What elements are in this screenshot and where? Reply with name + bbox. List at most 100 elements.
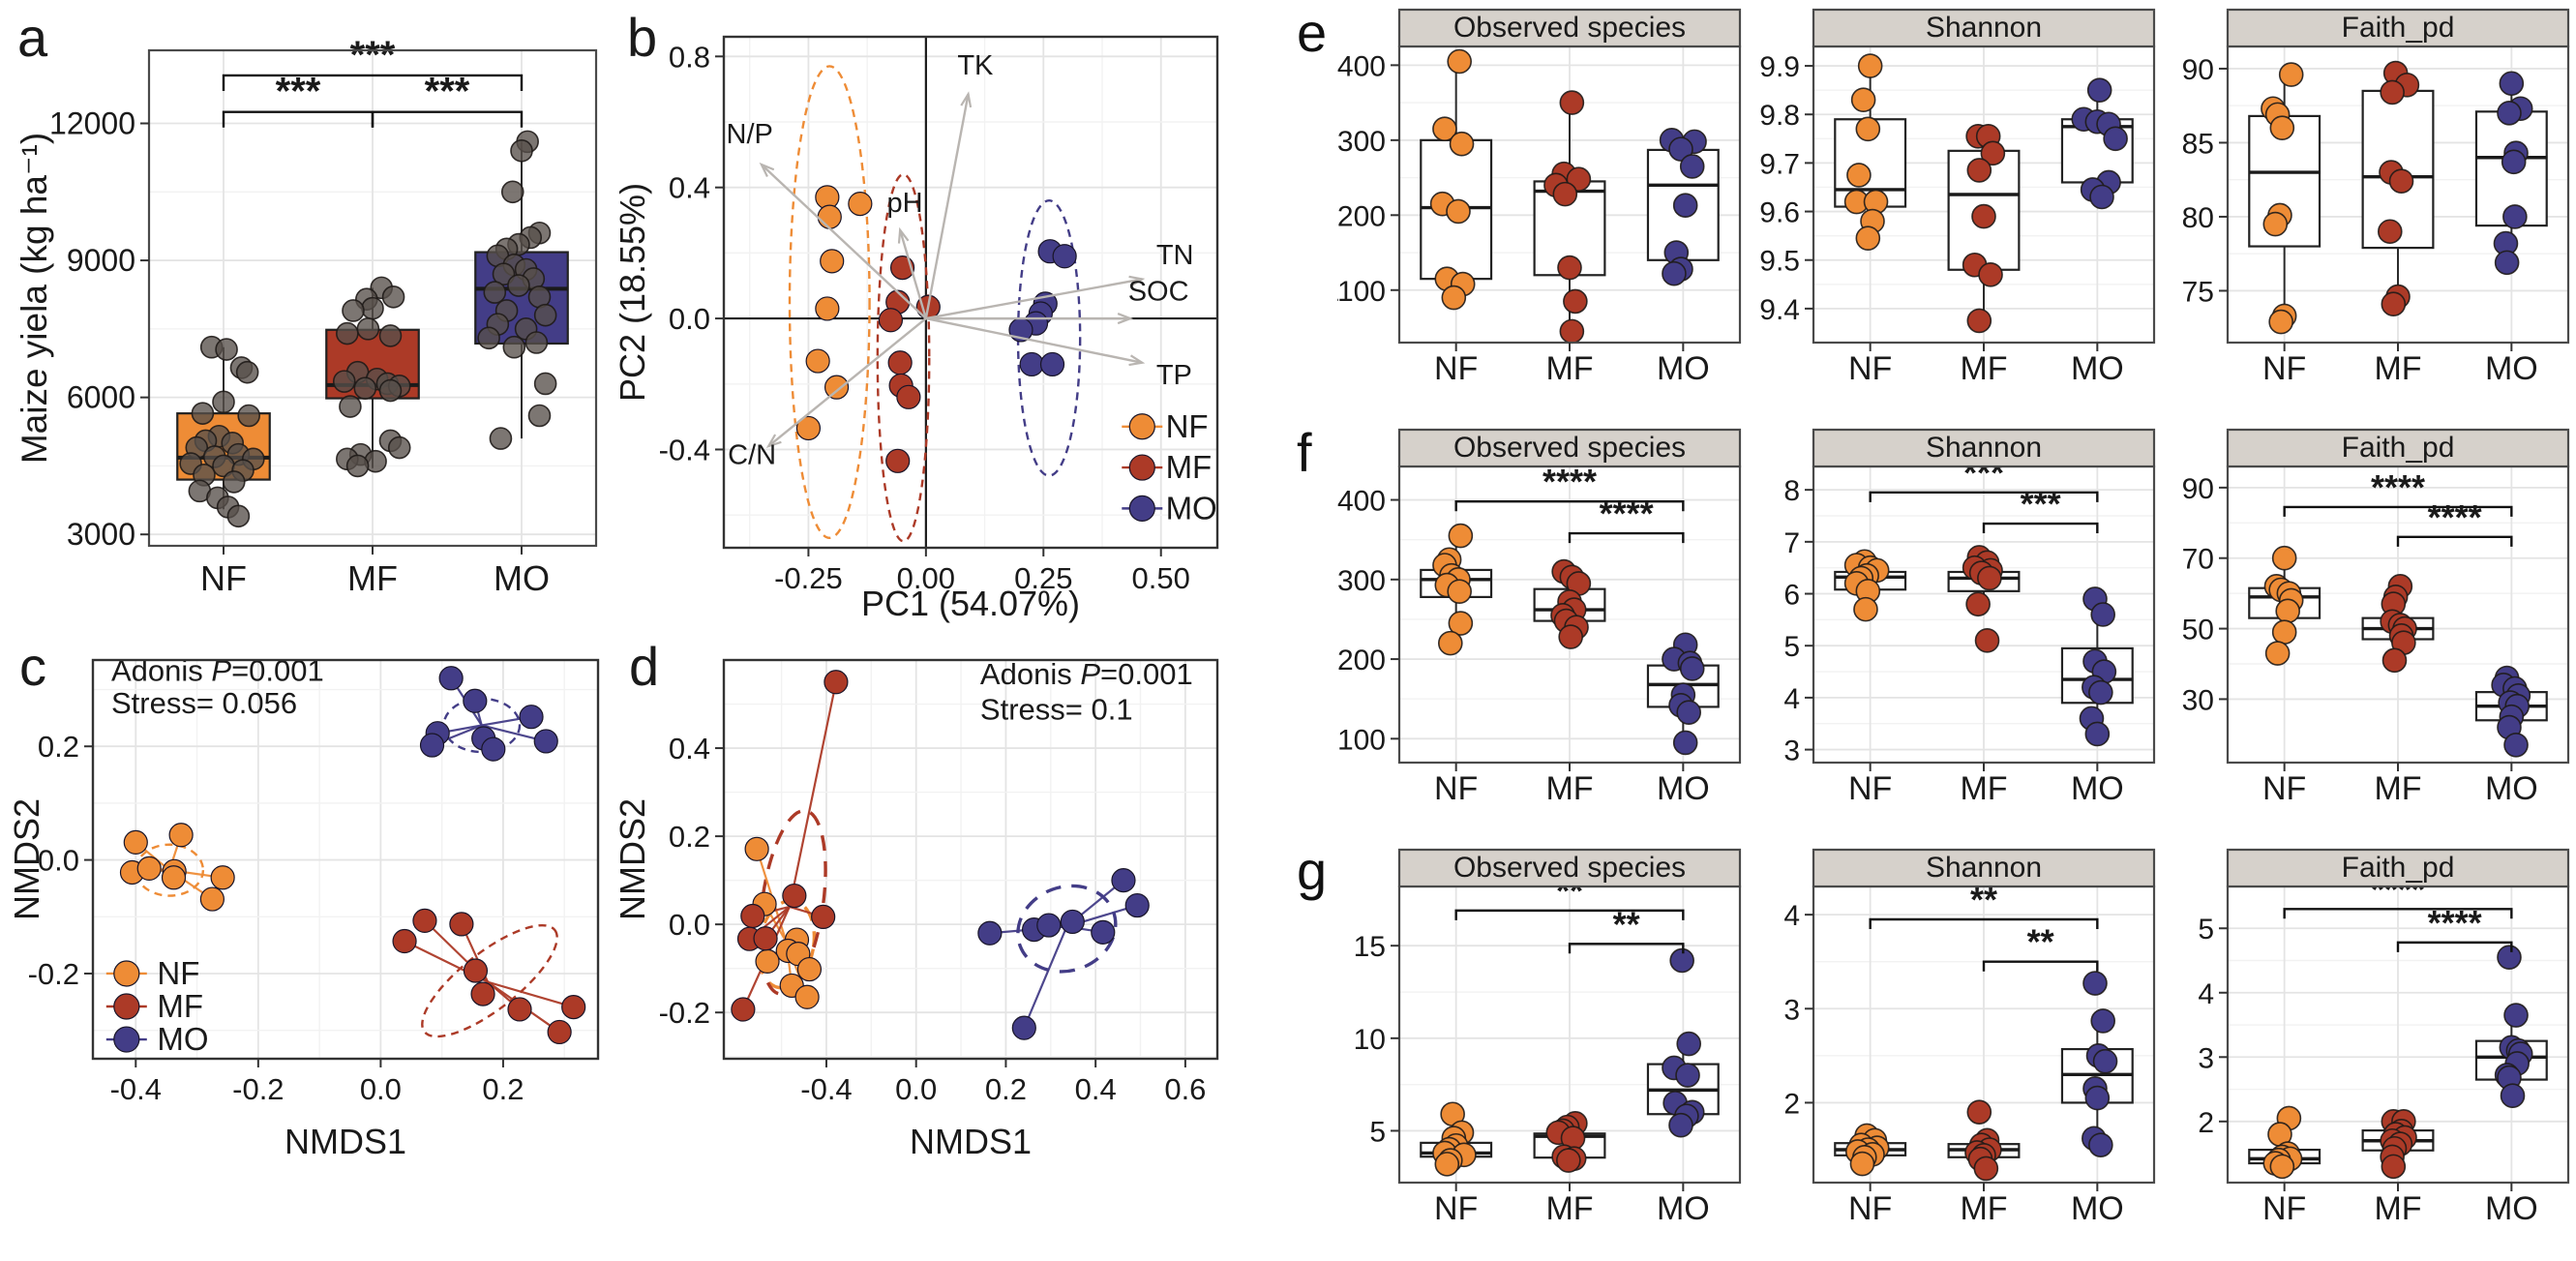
x-tick-label: 0.25 [1014, 561, 1072, 595]
panel-a-maize-yield-boxplot: *** *** *** 3000 6000 9000 12000 NF MF MO Maize yi… [4, 0, 614, 628]
loading-arrow-TN [925, 275, 1146, 320]
x-category-label: MO [2071, 1190, 2124, 1227]
data-point-NF [191, 402, 215, 425]
sig-label: **** [2428, 497, 2482, 537]
strip [1812, 428, 2156, 468]
data-point-MO [1662, 260, 1687, 286]
x-category-label: NF [2262, 770, 2306, 807]
data-point-MF [2381, 1154, 2407, 1180]
loading-arrow-N/P [759, 162, 927, 319]
data-point-MO [524, 331, 549, 354]
data-point-MF [1552, 181, 1578, 207]
y-tick-label: 3 [1783, 736, 1800, 767]
data-point-MO [438, 666, 464, 691]
data-point-MF [561, 994, 586, 1020]
data-point-NF [755, 948, 780, 974]
data-point-NF [820, 249, 845, 274]
legend-label-MF: MF [157, 988, 203, 1024]
y-tick-label: 90 [2182, 473, 2214, 505]
alpha-diversity-chart-Shannon: 9.4 9.5 9.6 9.7 9.8 9.9 NF MF MO Shannon [1759, 8, 2156, 387]
strip-title: Faith_pd [2342, 432, 2455, 464]
data-point-NF [215, 338, 238, 361]
data-point-MO [1668, 136, 1693, 162]
data-point-NF [1447, 579, 1472, 604]
legend-dot-MO [113, 1026, 140, 1053]
panel-letter: b [627, 7, 657, 68]
panel-b-pca-biplot: TK N/P pH TN SOC TP C/N NF MF MO -0.25 0.00 0.25 0.50… [613, 0, 1266, 628]
data-point-MO [2084, 1085, 2111, 1111]
data-point-MO [2090, 602, 2116, 627]
alpha-diversity-chart-Observed species: ****51015NF MF MOObserved species [1354, 848, 1742, 1227]
x-category-label: MO [1657, 770, 1710, 807]
y-tick-label: 85 [2182, 128, 2214, 160]
sig-label: **** [2371, 467, 2425, 507]
panel-c-nmds-plot: Adonis P=0.001 Stress= 0.056 NF MF MO -0.4 -0.… [4, 623, 614, 1261]
sig-bracket [371, 110, 524, 128]
data-point-MF [2381, 647, 2408, 674]
x-category-label: MO [2071, 770, 2124, 807]
data-point-NF [815, 296, 840, 321]
data-point-MO [2103, 126, 2128, 152]
y-tick-label: 6000 [67, 380, 135, 415]
data-point-MF [885, 448, 911, 473]
data-point-MF [356, 317, 380, 341]
data-point-MO [527, 404, 552, 428]
y-tick-label: 30 [2182, 684, 2214, 716]
data-point-MF [1559, 90, 1585, 115]
x-tick-label: 0.6 [1164, 1072, 1206, 1106]
data-point-MF [332, 370, 356, 393]
data-point-MO [1036, 913, 1062, 938]
y-tick-label: 0.0 [669, 302, 710, 336]
y-tick-label: 12000 [49, 106, 135, 141]
data-point-MF [342, 299, 365, 322]
x-category-label: MO [1657, 350, 1710, 387]
data-point-NF [2269, 1154, 2295, 1180]
data-point-NF [1438, 630, 1463, 656]
y-axis-label: NMDS2 [615, 798, 652, 920]
x-category-label: NF [1434, 770, 1478, 807]
y-tick-label: 5 [2198, 914, 2214, 946]
data-point-MF [449, 912, 474, 937]
data-point-MO [1676, 700, 1702, 725]
data-point-NF [1850, 87, 1876, 112]
data-point-MF [731, 997, 756, 1022]
y-tick-label: 2 [2198, 1107, 2214, 1139]
legend-label-MO: MO [157, 1021, 208, 1057]
strip-title: Observed species [1453, 852, 1686, 884]
data-point-MF [1973, 1156, 1999, 1182]
data-point-NF [1447, 48, 1472, 75]
data-point-MF [1974, 628, 2000, 653]
data-point-NF [226, 504, 251, 528]
pca-chart: TK N/P pH TN SOC TP C/N NF MF MO -0.25 0.00 0.25 0.50… [613, 7, 1219, 623]
data-point-NF [1846, 163, 1872, 188]
legend-dot-MO [1128, 495, 1155, 522]
y-tick-label: 9.8 [1759, 100, 1800, 132]
x-category-label: MO [1657, 1190, 1710, 1227]
data-point-MO [2503, 1003, 2529, 1028]
data-point-MO [1679, 656, 1705, 681]
loading-arrow-pH [897, 226, 928, 319]
data-point-MO [1672, 730, 1698, 756]
alpha-diversity-chart-Observed species: 1100 1200 1300 1400 NF MF MO Observed species [1321, 8, 1742, 387]
data-point-MO [2503, 732, 2529, 758]
data-point-NF [1849, 1151, 1875, 1177]
loading-arrow-TK [924, 91, 973, 319]
x-category-label: MF [1960, 770, 2007, 807]
strip-title: Shannon [1926, 12, 2042, 44]
y-tick-label: 90 [2182, 54, 2214, 86]
data-point-NF [237, 404, 260, 428]
x-tick-label: 0.4 [1075, 1072, 1117, 1106]
y-tick-label: 9000 [67, 243, 135, 278]
arrow-label-TK: TK [957, 50, 994, 81]
strip [1397, 8, 1742, 48]
data-point-NF [1441, 285, 1467, 311]
sig-label: *** [276, 71, 321, 113]
x-category-label: MF [1545, 1190, 1593, 1227]
x-axis-label: PC1 (54.07%) [861, 584, 1080, 623]
legend-label-NF: NF [1166, 408, 1209, 444]
x-category-label: MF [2374, 770, 2421, 807]
strip [1812, 8, 2156, 48]
sig-bracket [1568, 531, 1685, 544]
